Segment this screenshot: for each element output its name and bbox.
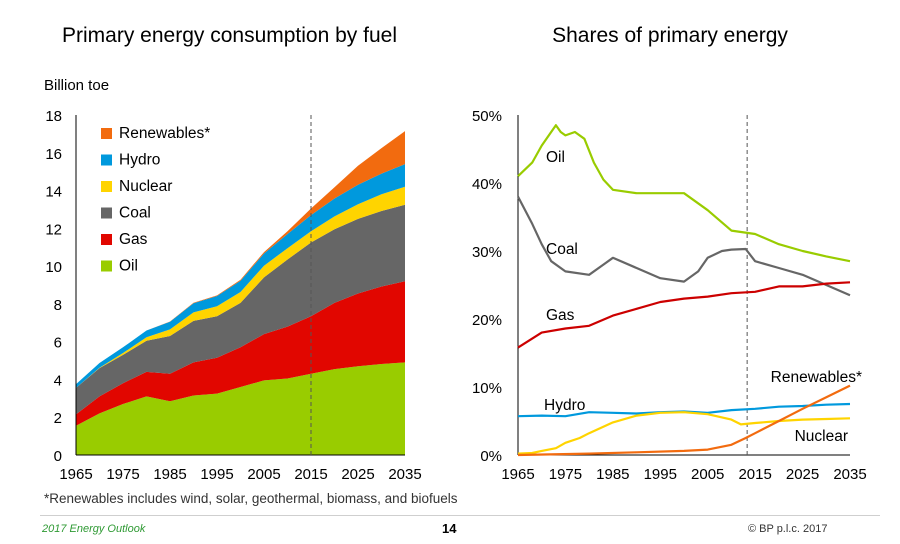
area-renewables xyxy=(76,131,405,385)
footer-divider xyxy=(40,515,880,516)
legend-label-gas: Gas xyxy=(119,231,148,248)
area-gas xyxy=(76,281,405,426)
page-number: 14 xyxy=(442,521,457,536)
legend-swatch-coal xyxy=(101,207,112,219)
right-x-tick-label: 2005 xyxy=(691,466,724,483)
left-x-tick-label: 1975 xyxy=(106,466,139,483)
left-x-tick-label: 1985 xyxy=(153,466,186,483)
legend-swatch-hydro xyxy=(101,154,112,166)
right-chart-title: Shares of primary energy xyxy=(552,24,788,47)
footnote: *Renewables includes wind, solar, geothe… xyxy=(44,491,458,506)
copyright-notice: © BP p.l.c. 2017 xyxy=(748,523,828,535)
series-label-coal: Coal xyxy=(546,241,578,258)
series-label-hydro: Hydro xyxy=(544,397,585,414)
left-y-tick-label: 2 xyxy=(54,410,62,427)
legend-swatch-oil xyxy=(101,260,112,272)
right-x-tick-label: 1965 xyxy=(501,466,534,483)
legend-swatch-gas xyxy=(101,234,112,245)
right-y-tick-label: 30% xyxy=(472,244,502,261)
area-nuclear xyxy=(76,186,405,388)
right-y-tick-label: 40% xyxy=(472,176,502,193)
left-y-tick-label: 6 xyxy=(54,335,62,352)
report-name: 2017 Energy Outlook xyxy=(42,523,146,535)
left-y-tick-label: 14 xyxy=(45,184,62,201)
line-coal xyxy=(517,196,851,297)
legend-swatch-renewables xyxy=(101,128,112,139)
right-y-tick-label: 10% xyxy=(472,380,502,397)
left-y-tick-label: 10 xyxy=(45,259,62,276)
right-x-tick-label: 2035 xyxy=(833,466,866,483)
right-x-tick-label: 1995 xyxy=(644,466,677,483)
right-line-chart: 0% 10% 20% 30% 40% 50% 1965 1975 1985 1995 2005 201… xyxy=(472,108,867,483)
right-y-tick-label: 0% xyxy=(480,448,502,465)
left-x-tick-label: 1965 xyxy=(59,466,92,483)
series-label-gas: Gas xyxy=(546,307,575,324)
area-hydro xyxy=(76,164,405,388)
left-x-tick-label: 2035 xyxy=(388,466,421,483)
area-oil xyxy=(76,362,405,455)
legend-label-nuclear: Nuclear xyxy=(119,178,172,195)
left-y-tick-label: 4 xyxy=(54,372,62,389)
left-chart-unit-label: Billion toe xyxy=(44,77,110,94)
right-y-tick-label: 50% xyxy=(472,108,502,125)
legend-label-hydro: Hydro xyxy=(119,152,160,169)
left-y-tick-label: 0 xyxy=(54,448,62,465)
legend-label-renewables: Renewables* xyxy=(119,125,210,142)
left-x-tick-label: 1995 xyxy=(200,466,233,483)
right-x-tick-label: 2015 xyxy=(738,466,771,483)
left-y-tick-label: 12 xyxy=(45,221,62,238)
left-stacked-area-chart: 0 2 4 6 8 10 12 14 16 18 1965 1975 1985 1995 2005 2015 2… xyxy=(45,108,421,483)
left-y-tick-label: 18 xyxy=(45,108,62,125)
legend-label-coal: Coal xyxy=(119,205,151,222)
line-gas xyxy=(517,281,851,349)
legend-label-oil: Oil xyxy=(119,258,138,275)
series-label-oil: Oil xyxy=(546,149,565,166)
right-x-tick-label: 1985 xyxy=(596,466,629,483)
series-label-nuclear: Nuclear xyxy=(795,428,848,445)
left-x-tick-label: 2025 xyxy=(341,466,374,483)
area-coal xyxy=(76,204,405,415)
right-x-tick-label: 1975 xyxy=(549,466,582,483)
line-oil xyxy=(517,124,851,263)
left-x-tick-label: 2005 xyxy=(247,466,280,483)
right-x-tick-label: 2025 xyxy=(786,466,819,483)
left-x-tick-label: 2015 xyxy=(294,466,327,483)
line-renewables xyxy=(517,384,851,457)
legend-swatch-nuclear xyxy=(101,181,112,192)
left-chart-title: Primary energy consumption by fuel xyxy=(62,24,397,47)
left-y-tick-label: 8 xyxy=(54,297,62,314)
right-y-tick-label: 20% xyxy=(472,312,502,329)
left-y-tick-label: 16 xyxy=(45,146,62,163)
series-label-renewables: Renewables* xyxy=(771,369,862,386)
